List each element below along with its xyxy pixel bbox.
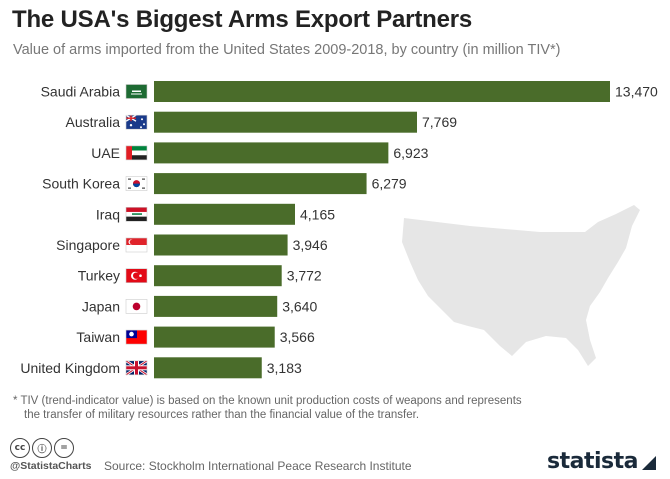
category-label: Turkey xyxy=(78,268,120,284)
bar[interactable] xyxy=(154,173,367,195)
australia-flag-icon xyxy=(125,114,148,130)
value-label: 7,769 xyxy=(422,114,457,130)
category-label: South Korea xyxy=(42,176,120,192)
footnote-line-1: * TIV (trend-indicator value) is based o… xyxy=(13,395,522,407)
category-label: Taiwan xyxy=(76,329,120,345)
category-label: UAE xyxy=(91,145,120,161)
value-label: 3,566 xyxy=(280,329,315,345)
category-label: United Kingdom xyxy=(20,360,120,376)
category-label: Australia xyxy=(66,114,121,130)
bar[interactable] xyxy=(154,203,295,225)
cc-icon[interactable]: cc xyxy=(10,438,30,458)
bar[interactable] xyxy=(154,265,282,287)
iraq-flag-icon xyxy=(125,207,148,222)
bar[interactable] xyxy=(154,81,610,102)
south-korea-flag-icon xyxy=(125,176,148,191)
value-label: 3,640 xyxy=(282,298,317,314)
category-label: Saudi Arabia xyxy=(41,84,121,100)
category-label: Singapore xyxy=(56,237,120,253)
bar[interactable] xyxy=(154,326,275,348)
nd-icon[interactable]: = xyxy=(54,438,74,458)
source-text: Source: Stockholm International Peace Re… xyxy=(104,459,412,473)
value-label: 3,946 xyxy=(293,237,328,253)
statista-handle[interactable]: @StatistaCharts xyxy=(10,460,92,472)
taiwan-flag-icon xyxy=(125,329,148,345)
saudi-arabia-flag-icon xyxy=(125,84,148,99)
license-block: cc ⓘ = @StatistaCharts xyxy=(10,438,150,474)
uae-flag-icon xyxy=(125,145,148,161)
usa-map-silhouette xyxy=(402,205,640,366)
chart-title: The USA's Biggest Arms Export Partners xyxy=(12,6,473,33)
bar[interactable] xyxy=(154,234,288,256)
footnote-line-2: the transfer of military resources rathe… xyxy=(24,409,420,421)
value-label: 13,470 xyxy=(615,84,658,100)
value-label: 3,772 xyxy=(287,268,322,284)
turkey-flag-icon xyxy=(125,268,148,284)
value-label: 3,183 xyxy=(267,360,302,376)
chart-subtitle: Value of arms imported from the United S… xyxy=(13,42,561,58)
statista-logo[interactable]: statista xyxy=(547,449,656,474)
value-label: 6,279 xyxy=(372,176,407,192)
brand-wordmark: statista xyxy=(547,449,638,474)
value-label: 6,923 xyxy=(393,145,428,161)
by-icon[interactable]: ⓘ xyxy=(32,438,52,458)
value-label: 4,165 xyxy=(300,206,335,222)
category-label: Iraq xyxy=(96,206,120,222)
japan-flag-icon xyxy=(125,299,148,314)
category-label: Japan xyxy=(82,298,120,314)
statista-logo-icon xyxy=(642,455,656,470)
bar[interactable] xyxy=(154,111,418,133)
bar[interactable] xyxy=(154,357,262,379)
bar[interactable] xyxy=(154,295,278,317)
united-kingdom-flag-icon xyxy=(125,359,148,376)
footnote: * TIV (trend-indicator value) is based o… xyxy=(13,394,613,422)
bar[interactable] xyxy=(154,142,389,164)
singapore-flag-icon xyxy=(125,237,148,253)
